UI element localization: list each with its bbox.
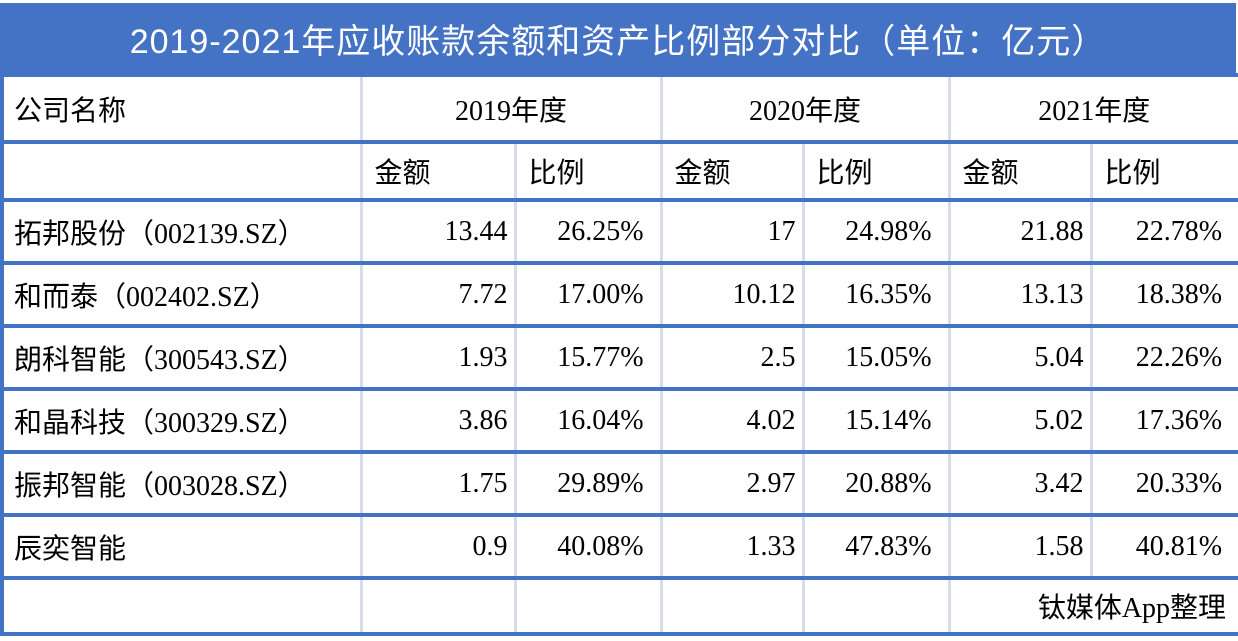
year-header-2021: 2021年度 — [947, 73, 1238, 144]
value-cell: 22.78% — [1089, 198, 1238, 265]
value-cell: 7.72 — [359, 261, 517, 328]
value-cell: 40.08% — [513, 513, 663, 580]
sub-header-ratio-2020: 比例 — [801, 140, 951, 202]
table-row: 和晶科技（300329.SZ） 3.86 16.04% 4.02 15.14% … — [0, 387, 1238, 454]
company-cell: 朗科智能（300543.SZ） — [0, 324, 363, 391]
value-cell: 16.35% — [801, 261, 951, 328]
value-cell: 22.26% — [1089, 324, 1238, 391]
company-cell: 拓邦股份（002139.SZ） — [0, 198, 363, 265]
value-cell: 15.77% — [513, 324, 663, 391]
value-cell: 26.25% — [513, 198, 663, 265]
empty-cell — [659, 576, 805, 636]
value-cell: 21.88 — [947, 198, 1093, 265]
value-cell: 4.02 — [659, 387, 805, 454]
year-header-row: 公司名称 2019年度 2020年度 2021年度 — [0, 73, 1238, 144]
sub-header-ratio-2021: 比例 — [1089, 140, 1238, 202]
value-cell: 17.00% — [513, 261, 663, 328]
company-cell: 辰奕智能 — [0, 513, 363, 580]
source-attribution: 钛媒体App整理 — [947, 576, 1238, 636]
value-cell: 3.42 — [947, 450, 1093, 517]
value-cell: 1.58 — [947, 513, 1093, 580]
sub-header-amount-2019: 金额 — [359, 140, 517, 202]
value-cell: 20.88% — [801, 450, 951, 517]
value-cell: 40.81% — [1089, 513, 1238, 580]
value-cell: 1.93 — [359, 324, 517, 391]
empty-header-cell — [0, 140, 363, 202]
sub-header-amount-2021: 金额 — [947, 140, 1093, 202]
year-header-2019: 2019年度 — [359, 73, 663, 144]
value-cell: 18.38% — [1089, 261, 1238, 328]
sub-header-amount-2020: 金额 — [659, 140, 805, 202]
value-cell: 29.89% — [513, 450, 663, 517]
year-header-2020: 2020年度 — [659, 73, 951, 144]
table-title-text: 2019-2021年应收账款余额和资产比例部分对比（单位：亿元） — [129, 22, 1107, 61]
value-cell: 1.33 — [659, 513, 805, 580]
empty-cell — [359, 576, 517, 636]
company-cell: 和晶科技（300329.SZ） — [0, 387, 363, 454]
company-cell: 振邦智能（003028.SZ） — [0, 450, 363, 517]
value-cell: 0.9 — [359, 513, 517, 580]
comparison-table: 公司名称 2019年度 2020年度 2021年度 金额 比例 金额 比例 金额… — [0, 73, 1238, 636]
empty-cell — [801, 576, 951, 636]
sub-header-row: 金额 比例 金额 比例 金额 比例 — [0, 140, 1238, 202]
value-cell: 15.05% — [801, 324, 951, 391]
table-row: 辰奕智能 0.9 40.08% 1.33 47.83% 1.58 40.81% — [0, 513, 1238, 580]
table-row: 振邦智能（003028.SZ） 1.75 29.89% 2.97 20.88% … — [0, 450, 1238, 517]
value-cell: 3.86 — [359, 387, 517, 454]
value-cell: 17 — [659, 198, 805, 265]
value-cell: 10.12 — [659, 261, 805, 328]
value-cell: 17.36% — [1089, 387, 1238, 454]
value-cell: 15.14% — [801, 387, 951, 454]
value-cell: 1.75 — [359, 450, 517, 517]
empty-cell — [0, 576, 363, 636]
table-row: 朗科智能（300543.SZ） 1.93 15.77% 2.5 15.05% 5… — [0, 324, 1238, 391]
sub-header-ratio-2019: 比例 — [513, 140, 663, 202]
value-cell: 16.04% — [513, 387, 663, 454]
value-cell: 5.02 — [947, 387, 1093, 454]
footer-row: 钛媒体App整理 — [0, 576, 1238, 636]
company-cell: 和而泰（002402.SZ） — [0, 261, 363, 328]
value-cell: 24.98% — [801, 198, 951, 265]
value-cell: 13.44 — [359, 198, 517, 265]
company-column-header: 公司名称 — [0, 73, 363, 144]
value-cell: 2.97 — [659, 450, 805, 517]
table-row: 和而泰（002402.SZ） 7.72 17.00% 10.12 16.35% … — [0, 261, 1238, 328]
table-title: 2019-2021年应收账款余额和资产比例部分对比（单位：亿元） — [0, 3, 1236, 73]
value-cell: 47.83% — [801, 513, 951, 580]
empty-cell — [513, 576, 663, 636]
value-cell: 2.5 — [659, 324, 805, 391]
value-cell: 20.33% — [1089, 450, 1238, 517]
value-cell: 5.04 — [947, 324, 1093, 391]
value-cell: 13.13 — [947, 261, 1093, 328]
table-row: 拓邦股份（002139.SZ） 13.44 26.25% 17 24.98% 2… — [0, 198, 1238, 265]
